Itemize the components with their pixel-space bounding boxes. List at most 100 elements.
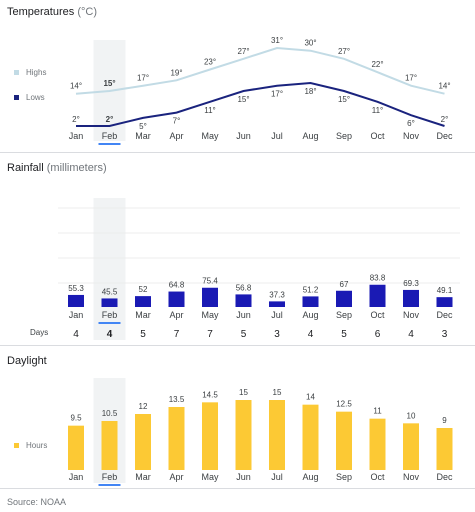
rainfall-month-label: Jul — [271, 310, 283, 320]
rainfall-month-label: Aug — [302, 310, 318, 320]
daylight-bar — [369, 418, 386, 470]
rainfall-month-label: Mar — [135, 310, 151, 320]
daylight-value-label: 15 — [273, 388, 282, 397]
rainfall-month-label: Dec — [436, 310, 453, 320]
temperatures-title: Temperatures — [7, 6, 75, 18]
rainfall-bar — [202, 287, 218, 307]
highs-legend-swatch — [14, 70, 19, 75]
low-value-label: 15° — [338, 95, 350, 104]
high-value-label: 17° — [137, 74, 149, 83]
section-divider — [0, 152, 475, 153]
high-value-label: 19° — [170, 68, 182, 77]
low-value-label: 2° — [441, 115, 449, 124]
daylight-value-label: 14.5 — [202, 390, 218, 399]
rainfall-value-label: 45.5 — [102, 287, 118, 296]
rain-days-value: 5 — [241, 329, 247, 340]
high-value-label: 17° — [405, 74, 417, 83]
temperatures-chart: 14° 15° 17° 19° 23° 27° 31° 30° 27° 22° 17° 14° 2° 2°… — [14, 36, 453, 145]
rain-days-value: 3 — [442, 329, 448, 340]
daylight-month-label: Dec — [436, 472, 453, 482]
hours-legend-label: Hours — [26, 441, 47, 450]
low-value-label: 15° — [237, 95, 249, 104]
low-value-label: 11° — [204, 106, 216, 115]
daylight-chart: 9.5 10.5 12 13.5 14.5 15 15 14 12.5 11 10 9 Hours Jan… — [14, 378, 453, 486]
rainfall-header: Rainfall (millimeters) — [7, 162, 107, 174]
temperature-month-label: Jan — [69, 131, 84, 141]
daylight-bar — [135, 414, 151, 470]
daylight-value-label: 10.5 — [102, 409, 118, 418]
temperature-month-label: Jun — [236, 131, 251, 141]
rain-days-value: 7 — [174, 329, 180, 340]
rainfall-value-label: 83.8 — [370, 274, 386, 283]
daylight-month-label: Oct — [370, 472, 385, 482]
low-value-label: 5° — [139, 122, 147, 131]
daylight-month-label: May — [201, 472, 219, 482]
section-divider — [0, 488, 475, 489]
daylight-month-label: Nov — [403, 472, 420, 482]
rainfall-unit: (millimeters) — [46, 162, 107, 174]
rainfall-value-label: 52 — [139, 285, 148, 294]
rain-days-value: 3 — [274, 329, 280, 340]
daylight-value-label: 12.5 — [336, 400, 352, 409]
high-value-label: 31° — [271, 36, 283, 45]
temperatures-unit: (°C) — [77, 6, 97, 18]
rainfall-value-label: 64.8 — [169, 281, 185, 290]
rainfall-value-label: 55.3 — [68, 284, 84, 293]
rainfall-value-label: 37.3 — [269, 290, 285, 299]
rainfall-bar — [369, 284, 386, 307]
rain-days-value: 5 — [341, 329, 347, 340]
low-value-label: 17° — [271, 90, 283, 99]
lows-legend-label: Lows — [26, 93, 45, 102]
daylight-month-label: Jun — [236, 472, 251, 482]
low-value-label: 2° — [72, 115, 80, 124]
rainfall-bar — [235, 294, 252, 307]
rainfall-month-label: Apr — [169, 310, 183, 320]
high-value-label: 23° — [204, 58, 216, 67]
rainfall-bar — [168, 291, 185, 307]
daylight-bar — [235, 400, 252, 470]
rain-days-value: 4 — [73, 329, 79, 340]
high-value-label: 22° — [371, 60, 383, 69]
section-divider — [0, 345, 475, 346]
daylight-selected-month-underline — [98, 484, 121, 486]
low-value-label: 6° — [407, 119, 415, 128]
daylight-value-label: 9.5 — [70, 414, 82, 423]
temperature-month-label: Aug — [302, 131, 318, 141]
source-note: Source: NOAA — [7, 497, 67, 507]
rainfall-month-label: Oct — [370, 310, 385, 320]
daylight-month-label: Apr — [169, 472, 183, 482]
rainfall-value-label: 67 — [340, 280, 349, 289]
highs-line — [75, 46, 445, 95]
daylight-value-label: 15 — [239, 388, 248, 397]
high-value-label: 30° — [304, 39, 316, 48]
rainfall-bar — [68, 294, 84, 307]
daylight-bar — [202, 402, 218, 470]
rain-days-value: 7 — [207, 329, 213, 340]
days-row-label: Days — [30, 328, 48, 337]
daylight-bar — [436, 428, 453, 470]
daylight-value-label: 12 — [139, 402, 148, 411]
temperature-selected-month-underline — [98, 143, 121, 145]
low-value-label: 2° — [106, 115, 114, 124]
rainfall-month-label: Jun — [236, 310, 251, 320]
hours-legend-swatch — [14, 443, 19, 448]
temperature-month-label: Sep — [336, 131, 352, 141]
low-value-label: 11° — [372, 106, 384, 115]
temperature-month-label: Jul — [271, 131, 283, 141]
high-value-label: 27° — [338, 47, 350, 56]
temperature-month-label: Oct — [370, 131, 385, 141]
high-value-label: 15° — [103, 79, 115, 88]
temperatures-header: Temperatures (°C) — [7, 6, 97, 18]
daylight-value-label: 11 — [373, 407, 382, 416]
daylight-bar — [302, 404, 319, 470]
rainfall-value-label: 69.3 — [403, 279, 419, 288]
temperature-month-label: Dec — [436, 131, 453, 141]
rainfall-month-label: May — [201, 310, 219, 320]
temperature-month-label: Nov — [403, 131, 420, 141]
rainfall-bar — [101, 298, 118, 307]
daylight-month-label: Sep — [336, 472, 352, 482]
daylight-title: Daylight — [7, 355, 47, 367]
high-value-label: 27° — [237, 47, 249, 56]
temperature-month-label: Apr — [169, 131, 183, 141]
